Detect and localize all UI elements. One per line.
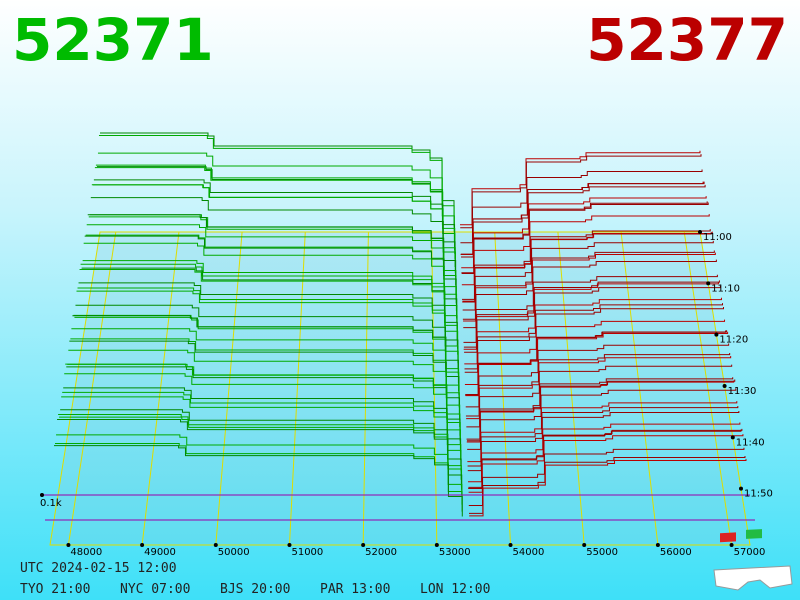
utc-time: UTC 2024-02-15 12:00: [20, 561, 177, 576]
price-tick: [140, 543, 145, 547]
ask-depth-line: [462, 240, 714, 311]
volume-tick: [40, 493, 44, 497]
ask-depth-line: [464, 297, 722, 365]
price-label: 50000: [218, 547, 250, 558]
price-label: 52000: [365, 547, 397, 558]
ask-depth-line: [466, 364, 733, 428]
ask-depth-line: [460, 150, 701, 226]
ask-depth-line: [463, 252, 716, 322]
price-grid-line: [288, 231, 306, 546]
time-label: 11:40: [736, 437, 765, 448]
ask-depth-line: [469, 458, 747, 517]
bid-depth-line: [54, 445, 463, 517]
time-label: 11:10: [711, 283, 740, 294]
ask-depth-line: [460, 169, 703, 244]
ask-depth-line: [467, 410, 740, 472]
ask-depth-line: [462, 229, 711, 300]
ask-depth-line: [461, 202, 709, 275]
ask-depth-line: [464, 285, 721, 353]
ask-depth-line: [465, 331, 729, 397]
ask-depth-line: [461, 196, 707, 269]
price-grid-line: [141, 231, 180, 546]
price-label: 57000: [734, 547, 766, 558]
time-tick: [714, 332, 719, 337]
ask-depth-line: [465, 343, 730, 408]
price-label: 53000: [439, 547, 471, 558]
floor-plane: [49, 231, 751, 546]
ask-depth-line: [460, 181, 705, 255]
time-tick: [730, 435, 735, 440]
price-tick: [582, 543, 587, 547]
3d-glasses-icon: [713, 529, 793, 591]
ask-depth-line: [465, 352, 731, 417]
ask-depth-line: [467, 388, 737, 450]
price-grid-line: [362, 231, 369, 546]
price-tick: [287, 543, 292, 547]
price-grid-line: [67, 231, 117, 546]
time-tick: [739, 486, 743, 491]
time-label: 11:50: [744, 489, 773, 500]
ask-depth-line: [468, 434, 744, 493]
ask-depth-line: [463, 280, 720, 348]
price-tick: [361, 543, 366, 547]
city-time: NYC 07:00: [120, 582, 190, 597]
ask-depth-line: [468, 447, 745, 506]
time-label: 11:30: [728, 386, 757, 397]
time-label: 11:20: [719, 335, 748, 346]
price-tick: [508, 543, 513, 547]
ask-depth-line: [466, 356, 732, 420]
bid-price: 52371: [12, 6, 214, 74]
ask-depth-line: [468, 428, 743, 488]
price-tick: [729, 543, 734, 547]
time-tick: [722, 383, 727, 388]
price-tick: [434, 543, 439, 547]
ask-depth-line: [464, 306, 725, 373]
ask-depth-line: [467, 406, 739, 467]
ask-depth-line: [467, 401, 738, 463]
ask-depth-line: [466, 377, 734, 440]
ask-depth-line: [464, 319, 726, 385]
city-time: PAR 13:00: [320, 582, 390, 597]
price-grid-line: [215, 231, 243, 546]
ask-depth-line: [468, 456, 746, 514]
price-grid-line: [431, 231, 438, 546]
ask-depth-line: [466, 379, 736, 442]
ask-depth-line: [462, 231, 713, 302]
ask-depth-line: [467, 422, 741, 483]
time-label: 11:00: [703, 232, 732, 243]
ask-depth-line: [463, 274, 718, 343]
ask-price: 52377: [586, 6, 788, 74]
price-tick: [655, 543, 660, 547]
price-label: 48000: [70, 547, 102, 558]
price-label: 55000: [586, 547, 618, 558]
axis-labels: 48000 49000 50000 51000 52000 53000 54000 55000…: [40, 230, 773, 558]
price-label: 51000: [291, 547, 323, 558]
ask-depth-line: [461, 184, 706, 258]
price-tick: [213, 543, 218, 547]
volume-label: 0.1k: [40, 498, 62, 509]
city-time: LON 12:00: [420, 582, 490, 597]
price-label: 49000: [144, 547, 176, 558]
price-grid-line: [557, 231, 585, 546]
depth-lines: [40, 132, 755, 521]
city-time: TYO 21:00: [20, 582, 90, 597]
ask-depth-line: [465, 330, 728, 395]
ask-depth-line: [464, 303, 723, 370]
price-tick: [66, 543, 71, 547]
city-time: BJS 20:00: [220, 582, 290, 597]
price-label: 56000: [660, 547, 692, 558]
price-label: 54000: [513, 547, 545, 558]
time-tick: [698, 230, 702, 234]
ask-depth-line: [463, 259, 717, 329]
time-tick: [706, 281, 711, 286]
ask-depth-line: [460, 154, 702, 229]
ask-depth-line: [461, 214, 710, 286]
ask-depth-line: [461, 201, 708, 274]
ask-depth-line: [462, 250, 715, 320]
